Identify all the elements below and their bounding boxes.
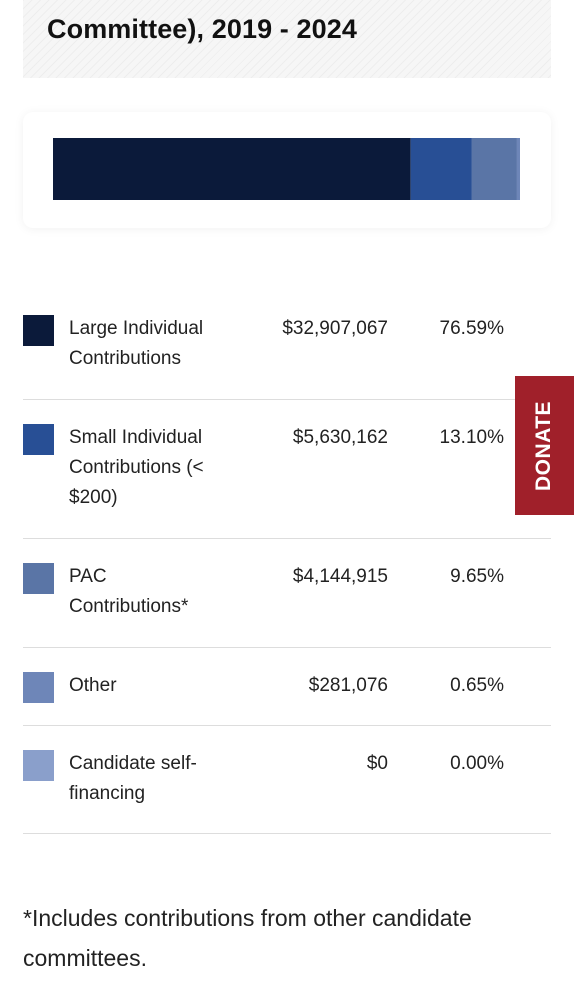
- legend-swatch-large-individual: [23, 315, 54, 346]
- bar-segment-1: [410, 138, 472, 200]
- row-percent: 0.65%: [450, 675, 504, 696]
- row-amount: $0: [366, 753, 388, 774]
- row-label: Large Individual Contributions: [69, 318, 204, 369]
- bar-segment-2: [471, 138, 517, 200]
- legend-swatch-other: [23, 672, 54, 703]
- row-label: Candidate self-financing: [69, 753, 197, 804]
- table-row: Candidate self-financing $0 0.00%: [23, 726, 551, 834]
- row-amount: $4,144,915: [292, 566, 388, 587]
- chart-title: Committee), 2019 - 2024: [47, 14, 357, 44]
- row-percent: 0.00%: [450, 753, 504, 774]
- row-percent: 9.65%: [450, 566, 504, 587]
- bar-segment-0: [53, 138, 411, 200]
- title-band: Committee), 2019 - 2024: [23, 0, 551, 78]
- table-row: Other $281,076 0.65%: [23, 648, 551, 726]
- row-amount: $5,630,162: [292, 427, 388, 448]
- legend-swatch-pac: [23, 563, 54, 594]
- legend-swatch-self-financing: [23, 750, 54, 781]
- table-row: Large Individual Contributions $32,907,0…: [23, 295, 551, 400]
- table-row: Small Individual Contributions (< $200) …: [23, 400, 551, 539]
- row-amount: $32,907,067: [282, 318, 388, 339]
- stacked-bar-card: [23, 112, 551, 228]
- row-label: Small Individual Contributions (< $200): [69, 427, 204, 508]
- stacked-bar-chart: [53, 138, 520, 200]
- legend-swatch-small-individual: [23, 424, 54, 455]
- footnote: *Includes contributions from other candi…: [23, 905, 472, 971]
- donate-button[interactable]: DONATE: [515, 376, 574, 515]
- table-row: PAC Contributions* $4,144,915 9.65%: [23, 539, 551, 648]
- row-label: PAC Contributions*: [69, 566, 189, 617]
- row-percent: 13.10%: [439, 427, 504, 448]
- row-label: Other: [69, 675, 117, 696]
- donate-label: DONATE: [532, 400, 556, 491]
- row-amount: $281,076: [308, 675, 388, 696]
- contributions-table: Large Individual Contributions $32,907,0…: [23, 295, 551, 834]
- bar-segment-3: [516, 138, 520, 200]
- row-percent: 76.59%: [439, 318, 504, 339]
